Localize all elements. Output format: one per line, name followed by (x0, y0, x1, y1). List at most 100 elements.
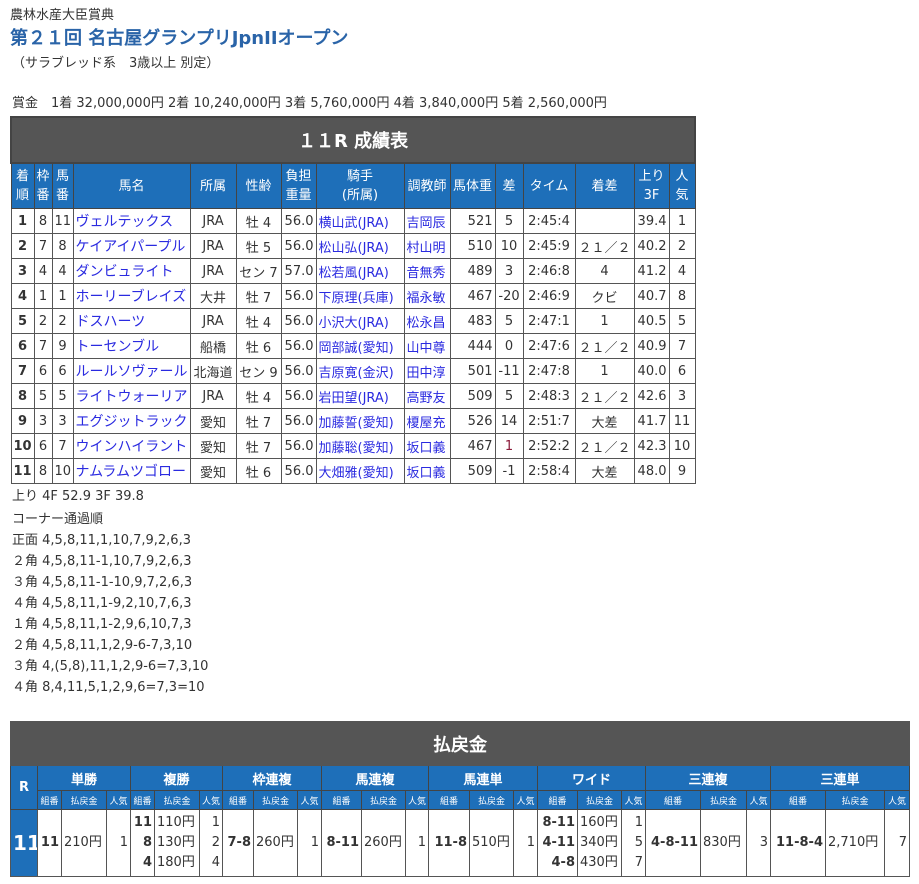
cell: 40.0 (633, 358, 670, 384)
horse-link[interactable]: ヴェルテックス (75, 214, 174, 230)
sub-header: 払戻金 (61, 790, 107, 810)
results-caption: １１R 成績表 (9, 116, 697, 164)
column-header: 着差 (574, 162, 635, 209)
trainer-link[interactable]: 山中尊 (406, 340, 446, 356)
popularity-cell: 3 (746, 809, 771, 877)
horse-link[interactable]: ドスハーツ (75, 314, 146, 330)
horse-link[interactable]: ダンビュライト (75, 264, 174, 280)
cell: 2:48:3 (522, 383, 576, 409)
sub-header: 人気 (513, 790, 538, 810)
cell: 11 (10, 458, 35, 484)
horse-link[interactable]: エグジットラック (75, 414, 188, 430)
cell: 5 (668, 308, 696, 334)
cell: 41.2 (633, 258, 670, 284)
cell: 2:45:9 (522, 233, 576, 259)
bet-type-header: 馬連単 (428, 765, 538, 791)
popularity-cell: 1 (297, 809, 322, 877)
cell: 5 (51, 383, 74, 409)
cell: 8 (33, 458, 53, 484)
horse-link[interactable]: ライトウォーリア (75, 389, 188, 405)
cell: 牡 5 (235, 233, 282, 259)
popularity-cell: 7 (883, 809, 911, 877)
jockey-link[interactable]: 吉原寛(金沢) (318, 365, 394, 381)
popularity-cell: 1 (106, 809, 131, 877)
popularity: 1 (310, 835, 319, 850)
payout-amount: 110円 (157, 815, 195, 830)
payout-caption: 払戻金 (9, 721, 911, 766)
payout-amount: 130円 (157, 835, 195, 850)
popularity: 1 (119, 835, 128, 850)
trainer-link[interactable]: 吉岡辰 (406, 215, 446, 231)
cell: 6 (10, 333, 35, 359)
jockey-link[interactable]: 小沢大(JRA) (318, 315, 389, 331)
cell: ルールソヴァール (72, 358, 191, 384)
column-header: 上り3F (633, 162, 670, 209)
horse-link[interactable]: ナムラムツゴロー (75, 464, 186, 480)
jockey-link[interactable]: 松山弘(JRA) (318, 240, 389, 256)
cell: ２１／２ (574, 333, 635, 359)
horse-link[interactable]: ホーリーブレイズ (75, 289, 187, 305)
trainer-link[interactable]: 榎屋充 (406, 415, 446, 431)
cell: 3 (33, 408, 53, 434)
column-header: 枠番 (33, 162, 53, 209)
cell: 10 (51, 458, 74, 484)
jockey-link[interactable]: 加藤聡(愛知) (318, 440, 394, 456)
column-header: 人気 (668, 162, 696, 209)
jockey-link[interactable]: 横山武(JRA) (318, 215, 389, 231)
trainer-link[interactable]: 高野友 (406, 390, 446, 406)
column-header: 負担重量 (280, 162, 317, 209)
horse-link[interactable]: ルールソヴァール (75, 364, 188, 380)
sub-header: 払戻金 (469, 790, 514, 810)
cell: 加藤誓(愛知) (315, 408, 405, 434)
cell: 6 (33, 358, 53, 384)
corner-order: ３角 4,(5,8),11,1,2,9-6=7,3,10 (12, 659, 209, 674)
trainer-link[interactable]: 田中淳 (406, 365, 446, 381)
cell: 56.0 (280, 233, 317, 259)
table-row: 5 2 2 ドスハーツ JRA 牡 4 56.0 小沢大(JRA) 松永昌 483 5 2:47:1 1… (10, 308, 696, 334)
corner-order: ２角 4,5,8,11-1,10,7,9,2,6,3 (12, 554, 192, 569)
popularity-cell: 1 5 7 (621, 809, 646, 877)
jockey-link[interactable]: 大畑雅(愛知) (318, 465, 394, 481)
jockey-link[interactable]: 岩田望(JRA) (318, 390, 389, 406)
column-header: 着順 (10, 162, 35, 209)
sub-header: 人気 (405, 790, 429, 810)
sub-header: 払戻金 (577, 790, 622, 810)
popularity: 1 (634, 815, 643, 830)
cell: 6 (51, 358, 74, 384)
cell: 2:47:8 (522, 358, 576, 384)
horse-link[interactable]: ウインハイラント (75, 439, 188, 455)
cell: -1 (494, 458, 524, 484)
cell: 5 (10, 308, 35, 334)
trainer-link[interactable]: 松永昌 (406, 315, 446, 331)
cell: JRA (189, 308, 237, 334)
jockey-link[interactable]: 下原理(兵庫) (318, 290, 394, 306)
cell: セン 7 (235, 258, 282, 284)
column-header-label: 人気 (675, 169, 689, 203)
prize-money: 賞金 1着 32,000,000円 2着 10,240,000円 3着 5,76… (12, 96, 607, 111)
sub-header: 組番 (428, 790, 470, 810)
trainer-link[interactable]: 坂口義 (406, 465, 446, 481)
sub-header: 人気 (883, 790, 911, 810)
horse-link[interactable]: ケイアイパープル (75, 239, 186, 255)
cell: 6 (33, 433, 53, 459)
cell: 岩田望(JRA) (315, 383, 405, 409)
cell: 牡 4 (235, 383, 282, 409)
cell (574, 208, 635, 234)
combination-cell: 8-11 4-11 4-8 (537, 809, 578, 877)
payout-amount-cell: 260円 (253, 809, 298, 877)
trainer-link[interactable]: 村山明 (406, 240, 446, 256)
trainer-link[interactable]: 坂口義 (406, 440, 446, 456)
jockey-link[interactable]: 岡部誠(愛知) (318, 340, 394, 356)
jockey-link[interactable]: 松若風(JRA) (318, 265, 389, 281)
cell: 2:58:4 (522, 458, 576, 484)
jockey-link[interactable]: 加藤誓(愛知) (318, 415, 394, 431)
cell: 56.0 (280, 433, 317, 459)
cell: JRA (189, 383, 237, 409)
trainer-link[interactable]: 音無秀 (406, 265, 446, 281)
horse-link[interactable]: トーセンブル (75, 339, 160, 355)
cell: 山中尊 (403, 333, 451, 359)
payout-amount: 160円 (580, 815, 618, 830)
payout-amount: 260円 (256, 835, 294, 850)
trainer-link[interactable]: 福永敏 (406, 290, 446, 306)
table-row: 4 1 1 ホーリーブレイズ 大井牡 7 56.0 下原理(兵庫) 福永敏 467 -20 2:46… (10, 283, 696, 309)
